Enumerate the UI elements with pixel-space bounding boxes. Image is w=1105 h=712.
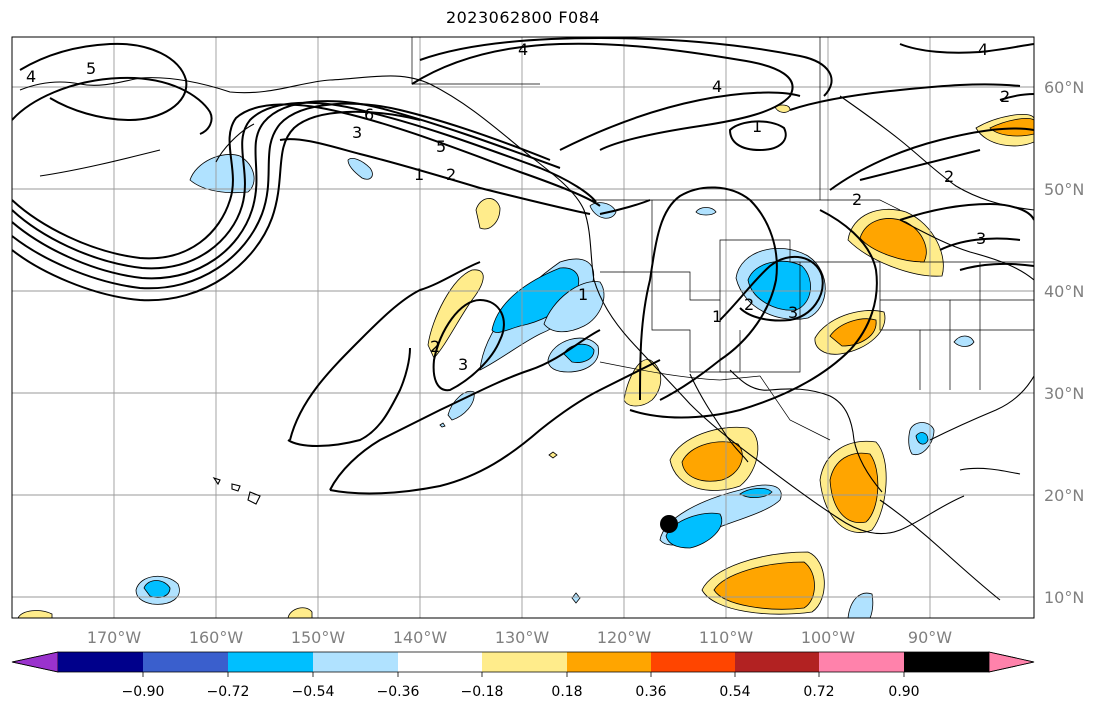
colorbar-tick-label: 0.18 — [551, 684, 582, 700]
contour-label: 2 — [944, 167, 954, 186]
colorbar-outline — [11, 651, 1035, 673]
lat-label: 30°N — [1044, 384, 1084, 403]
colorbar-tick-label: 0.36 — [635, 684, 666, 700]
colorbar-bin — [567, 652, 651, 672]
lat-label: 40°N — [1044, 282, 1084, 301]
contour-label: 2 — [446, 165, 456, 184]
lon-label: 150°W — [291, 628, 346, 647]
contour-label: 1 — [712, 307, 722, 326]
graticule — [12, 37, 1034, 618]
lat-label: 10°N — [1044, 588, 1084, 607]
contour-label: 1 — [578, 285, 588, 304]
contour-label: 4 — [712, 77, 722, 96]
colorbar-bin — [398, 652, 482, 672]
latitude-labels: 60°N 50°N 40°N 30°N 20°N 10°N — [1044, 78, 1084, 607]
lon-label: 130°W — [495, 628, 550, 647]
contour-label: 3 — [788, 303, 798, 322]
colorbar-high-extension — [988, 651, 1035, 673]
lon-label: 100°W — [801, 628, 856, 647]
colorbar-bin — [143, 652, 228, 672]
contour-labels: 4 5 4 4 4 6 5 3 2 1 1 2 2 1 2 3 1 2 3 2 … — [26, 40, 1010, 374]
lat-label: 60°N — [1044, 78, 1084, 97]
lat-label: 50°N — [1044, 180, 1084, 199]
storm-center-marker — [660, 515, 678, 533]
colorbar-bin — [482, 652, 567, 672]
coastlines — [19, 75, 1034, 601]
colorbar-tick-label: 0.54 — [719, 684, 750, 700]
contour-label: 2 — [852, 190, 862, 209]
contour-label: 3 — [976, 229, 986, 248]
lon-label: 140°W — [393, 628, 448, 647]
contour-label: 3 — [458, 355, 468, 374]
colorbar-tick-label: −0.90 — [122, 684, 165, 700]
colorbar-tick-label: −0.54 — [292, 684, 335, 700]
contour-label: 2 — [430, 337, 440, 356]
contour-label: 4 — [978, 40, 988, 59]
contour-label: 1 — [752, 117, 762, 136]
colorbar-tick-label: −0.36 — [377, 684, 420, 700]
map-title: 2023062800 F084 — [445, 8, 601, 27]
contour-label: 6 — [364, 105, 374, 124]
colorbar: −0.90 −0.72 −0.54 −0.36 −0.18 0.18 0.36 … — [11, 651, 1035, 700]
colorbar-bin — [228, 652, 313, 672]
contour-label: 5 — [436, 137, 446, 156]
contour-label: 4 — [26, 67, 36, 86]
colorbar-bin — [58, 652, 143, 672]
colorbar-bin — [904, 652, 989, 672]
negative-anomaly-shading — [135, 154, 975, 618]
contour-label: 5 — [86, 59, 96, 78]
contour-label: 4 — [518, 40, 528, 59]
contour-label: 3 — [352, 123, 362, 142]
colorbar-bin — [651, 652, 735, 672]
contour-label: 2 — [1000, 87, 1010, 106]
colorbar-tick-label: 0.72 — [803, 684, 834, 700]
contour-label: 1 — [414, 165, 424, 184]
lon-label: 90°W — [908, 628, 952, 647]
colorbar-tick-label: 0.90 — [888, 684, 919, 700]
colorbar-low-extension — [11, 651, 59, 673]
lon-label: 120°W — [597, 628, 652, 647]
lat-label: 20°N — [1044, 486, 1084, 505]
longitude-labels: 170°W 160°W 150°W 140°W 130°W 120°W 110°… — [87, 628, 952, 647]
map-frame — [11, 36, 1035, 619]
colorbar-bin — [313, 652, 398, 672]
colorbar-bin — [735, 652, 819, 672]
colorbar-bin — [819, 652, 904, 672]
lon-label: 160°W — [189, 628, 244, 647]
lon-label: 110°W — [699, 628, 754, 647]
colorbar-tick-label: −0.72 — [207, 684, 250, 700]
colorbar-tick-label: −0.18 — [461, 684, 504, 700]
lon-label: 170°W — [87, 628, 142, 647]
contour-label: 2 — [744, 295, 754, 314]
contour-lines — [12, 37, 1034, 495]
